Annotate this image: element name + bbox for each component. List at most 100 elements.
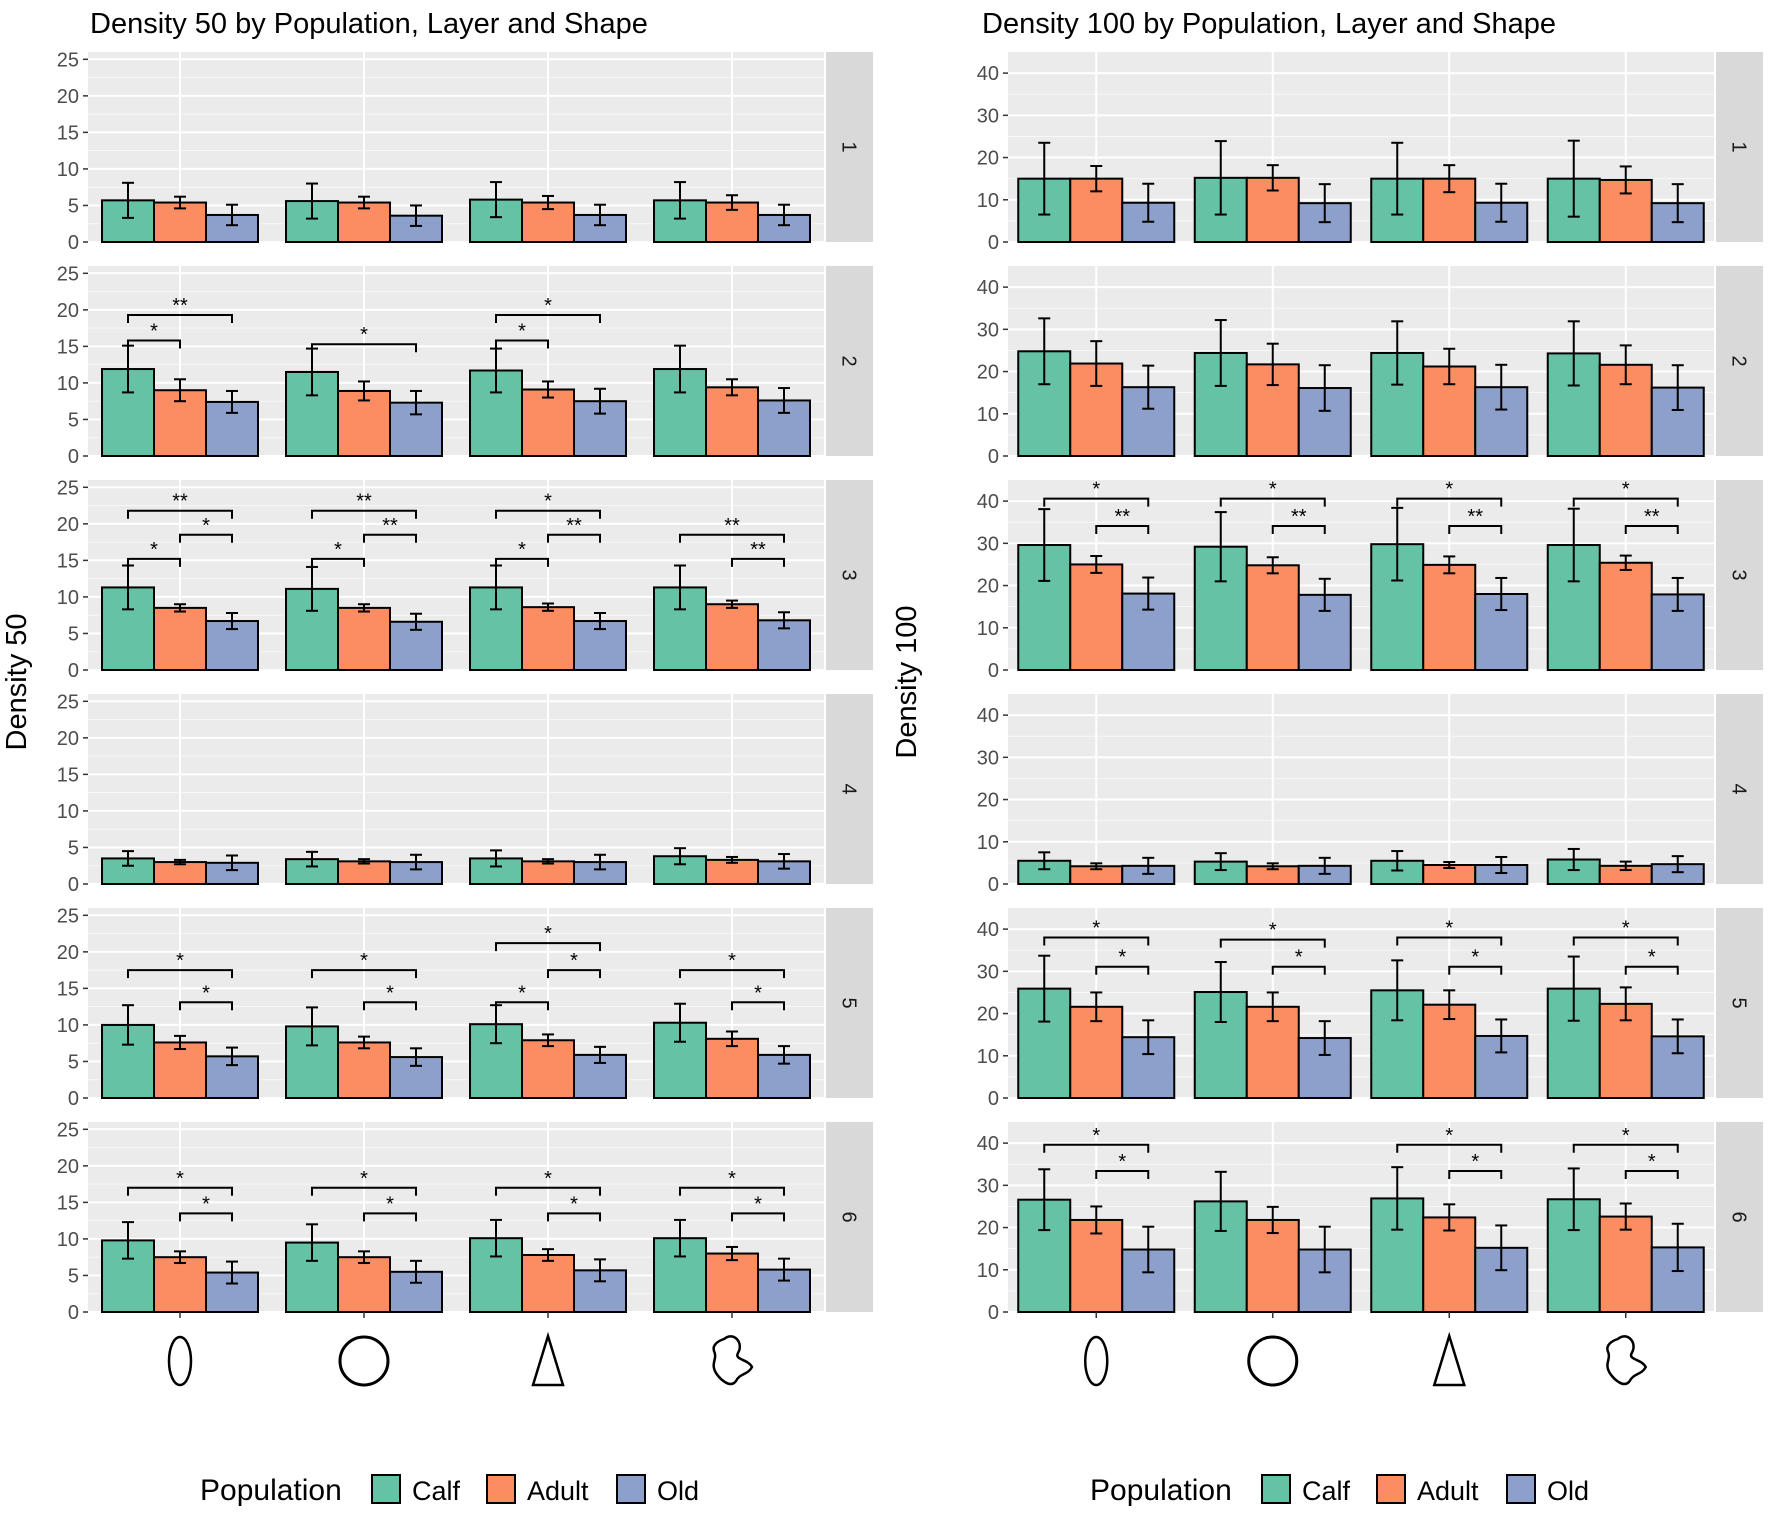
facet-label: 6: [1728, 1211, 1750, 1222]
y-tick-label: 20: [977, 1218, 999, 1240]
significance-label: *: [754, 1193, 762, 1215]
significance-label: **: [724, 515, 740, 537]
legend-label-old: Old: [657, 1476, 699, 1506]
y-tick-label: 40: [977, 705, 999, 727]
y-tick-label: 5: [68, 837, 79, 859]
y-tick-label: 0: [68, 874, 79, 896]
significance-label: *: [1471, 947, 1479, 969]
bar-old: [1121, 1248, 1176, 1313]
significance-label: *: [1092, 1125, 1100, 1147]
y-tick-label: 10: [57, 1015, 79, 1037]
significance-label: *: [1118, 947, 1126, 969]
significance-label: **: [172, 491, 188, 513]
significance-label: *: [544, 295, 552, 317]
y-tick-label: 10: [977, 832, 999, 854]
ellipse-icon: [167, 1335, 193, 1387]
legend-title: Population: [200, 1474, 342, 1507]
significance-bracket: [495, 942, 601, 952]
significance-label: *: [754, 982, 762, 1004]
facet-label: 5: [838, 997, 860, 1008]
significance-bracket: [547, 969, 601, 979]
facet-panel-4: 0 5 10 15 20 25 4: [57, 691, 873, 896]
bar-adult: [153, 1041, 207, 1100]
facet-label: 1: [838, 141, 860, 152]
y-tick-label: 20: [57, 942, 79, 964]
bar-adult: [521, 1039, 575, 1100]
significance-label: *: [1648, 1151, 1656, 1173]
legend-label-calf: Calf: [1302, 1476, 1351, 1506]
significance-label: *: [570, 950, 578, 972]
y-tick-label: 40: [977, 63, 999, 85]
y-tick-label: 20: [57, 300, 79, 322]
circle-icon: [1247, 1335, 1299, 1387]
significance-bracket: [1043, 497, 1150, 507]
significance-bracket: [495, 1186, 601, 1196]
y-tick-label: 20: [57, 728, 79, 750]
significance-bracket: [1448, 1169, 1503, 1179]
bar-adult: [1598, 1215, 1653, 1313]
significance-label: *: [1471, 1151, 1479, 1173]
bar-adult: [705, 386, 759, 457]
bar-adult: [1422, 1216, 1477, 1314]
significance-bracket: [731, 1001, 785, 1011]
bar-adult: [1598, 561, 1653, 671]
y-tick-label: 5: [68, 1051, 79, 1073]
y-tick-label: 25: [57, 1119, 79, 1141]
y-tick-label: 15: [57, 764, 79, 786]
significance-bracket: [495, 313, 601, 323]
y-tick-label: 0: [988, 232, 999, 254]
facet-label: 4: [1728, 783, 1750, 794]
bar-calf: [101, 857, 155, 886]
significance-bracket: [311, 557, 365, 567]
significance-bracket: [679, 1186, 785, 1196]
ellipse-icon: [1084, 1335, 1109, 1387]
legend-swatch-old: [1506, 1474, 1536, 1504]
facet-panel-6: 0 10 20 30 40 * * * * * * 6: [977, 1122, 1763, 1324]
significance-bracket: [1095, 525, 1150, 535]
facet-panel-6: 0 5 10 15 20 25 * * * * * * * * 6: [57, 1119, 873, 1324]
y-tick-label: 0: [68, 446, 79, 468]
density-100-chart: Density 100 by Population, Layer and Sha…: [891, 8, 1763, 1387]
bar-adult: [337, 860, 391, 885]
significance-label: *: [728, 1168, 736, 1190]
y-tick-label: 20: [977, 362, 999, 384]
y-tick-label: 15: [57, 122, 79, 144]
significance-bracket: [1448, 965, 1503, 975]
significance-label: *: [1648, 947, 1656, 969]
significance-label: **: [1114, 506, 1130, 528]
significance-bracket: [1572, 497, 1679, 507]
significance-bracket: [1396, 1143, 1503, 1153]
facet-strip: [1716, 1122, 1763, 1312]
y-axis-label: Density 50: [1, 613, 33, 750]
y-tick-label: 20: [57, 1156, 79, 1178]
y-tick-label: 0: [988, 1302, 999, 1324]
bar-adult: [153, 861, 207, 885]
y-tick-label: 25: [57, 691, 79, 713]
y-tick-label: 15: [57, 336, 79, 358]
y-tick-label: 40: [977, 491, 999, 513]
facet-panel-1: 0 5 10 15 20 25 1: [57, 49, 873, 254]
bar-adult: [705, 1037, 759, 1100]
legend-swatch-adult: [1376, 1474, 1406, 1504]
significance-bracket: [1572, 1143, 1679, 1153]
y-tick-label: 20: [977, 1004, 999, 1026]
bar-old: [1121, 1036, 1176, 1099]
significance-label: *: [360, 950, 368, 972]
significance-bracket: [1271, 525, 1326, 535]
significance-bracket: [311, 509, 417, 519]
significance-bracket: [1043, 1143, 1150, 1153]
significance-label: *: [386, 1193, 394, 1215]
significance-bracket: [495, 339, 549, 349]
y-tick-label: 0: [988, 446, 999, 468]
bar-adult: [705, 603, 759, 672]
significance-label: *: [386, 982, 394, 1004]
significance-bracket: [1095, 1169, 1150, 1179]
facet-strip: [826, 908, 873, 1098]
significance-bracket: [1448, 525, 1503, 535]
y-tick-label: 10: [977, 1046, 999, 1068]
significance-bracket: [1572, 936, 1679, 946]
y-tick-label: 10: [57, 587, 79, 609]
y-tick-label: 20: [57, 86, 79, 108]
y-tick-label: 0: [988, 660, 999, 682]
